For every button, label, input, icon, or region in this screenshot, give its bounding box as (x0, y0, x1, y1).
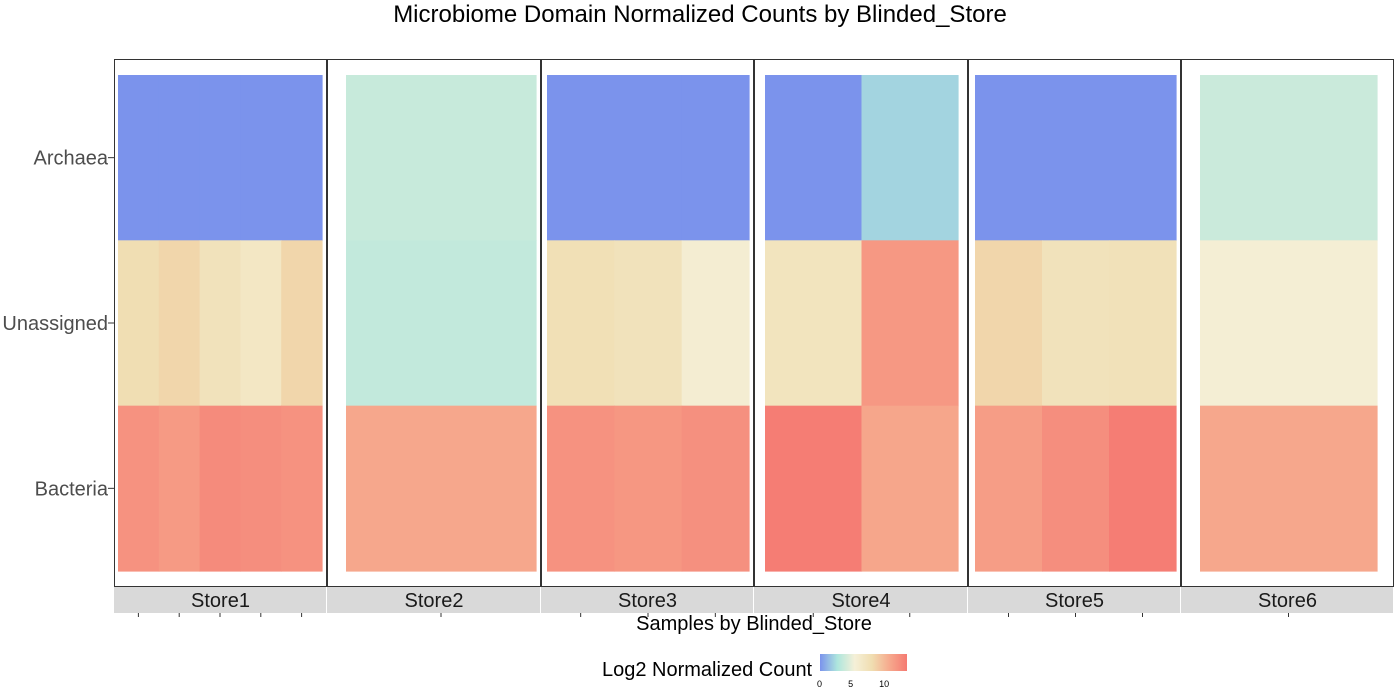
heatmap-cell (975, 75, 1043, 241)
heatmap-cell (861, 240, 959, 407)
legend-title: Log2 Normalized Count (602, 659, 813, 681)
heatmap-cell (118, 405, 160, 572)
heatmap-cell (614, 405, 683, 572)
facet-strip (114, 587, 326, 613)
heatmap-cell (199, 405, 241, 572)
facet-strip (754, 587, 967, 613)
legend-tick-label: 5 (848, 679, 854, 689)
legend-tick-label: 10 (879, 679, 890, 689)
facet-panel-border (754, 59, 968, 587)
facet-strip-label: Store5 (1045, 590, 1104, 612)
heatmap-cell (199, 240, 241, 407)
facet-strip-label: Store2 (405, 590, 464, 612)
heatmap-cell (1109, 240, 1177, 407)
facet-strip (327, 587, 540, 613)
heatmap-cell (1200, 240, 1378, 407)
heatmap-cell (681, 75, 750, 241)
heatmap-cell (158, 240, 201, 407)
facet-strip-label: Store6 (1258, 590, 1317, 612)
heatmap-cell (681, 405, 750, 572)
heatmap-cell (547, 75, 615, 241)
facet-strip-label: Store4 (832, 590, 891, 612)
facet-panel-border (541, 59, 754, 587)
y-axis-tick-label: Bacteria (35, 478, 109, 500)
chart-title: Microbiome Domain Normalized Counts by B… (393, 1, 1007, 28)
facet-strip-label: Store1 (191, 590, 250, 612)
heatmap-cell (199, 75, 241, 241)
heatmap-cell (240, 75, 282, 241)
heatmap-cell (765, 240, 863, 407)
heatmap-cell (765, 405, 863, 572)
heatmap-cell (975, 240, 1043, 407)
y-axis-tick-label: Archaea (34, 148, 109, 170)
facet-strip (1181, 587, 1393, 613)
heatmap-cell (1042, 240, 1110, 407)
heatmap-cell (1042, 405, 1110, 572)
y-axis-tick-label: Unassigned (2, 313, 108, 335)
heatmap-cell (281, 405, 323, 572)
facet-strip (541, 587, 753, 613)
heatmap-cell (158, 405, 201, 572)
x-axis-label: Samples by Blinded_Store (636, 613, 872, 635)
heatmap-cell (346, 240, 537, 407)
heatmap-cell (240, 240, 282, 407)
facet-panel-border (968, 59, 1181, 587)
legend-tick-label: 0 (817, 679, 823, 689)
heatmap-cell (547, 240, 615, 407)
heatmap-cell (118, 75, 160, 241)
heatmap-cell (861, 405, 959, 572)
facet-panel-border (327, 59, 541, 587)
heatmap-cell (861, 75, 959, 241)
heatmap-cell (281, 75, 323, 241)
heatmap-cell (158, 75, 201, 241)
legend-colorbar (820, 654, 907, 671)
heatmap-cell (614, 240, 683, 407)
heatmap-cell (1200, 405, 1378, 572)
facet-panel-border (1181, 59, 1394, 587)
heatmap-cell (681, 240, 750, 407)
heatmap-cell (1042, 75, 1110, 241)
facet-panel-border (114, 59, 327, 587)
heatmap-cell (547, 405, 615, 572)
heatmap-cell (118, 240, 160, 407)
facet-strip (968, 587, 1180, 613)
heatmap-cell (614, 75, 683, 241)
heatmap-cell (346, 75, 537, 241)
heatmap-cell (1109, 405, 1177, 572)
heatmap-cell (240, 405, 282, 572)
heatmap-cell (765, 75, 863, 241)
heatmap-cell (1109, 75, 1177, 241)
heatmap-cell (975, 405, 1043, 572)
heatmap-cell (1200, 75, 1378, 241)
heatmap-cell (346, 405, 537, 572)
heatmap-cell (281, 240, 323, 407)
facet-strip-label: Store3 (618, 590, 677, 612)
